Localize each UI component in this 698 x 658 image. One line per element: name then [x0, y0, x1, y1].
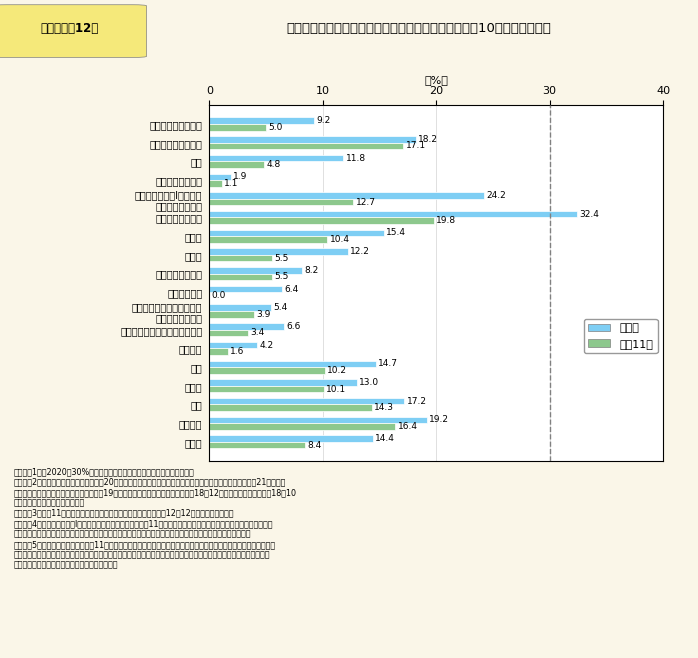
Text: 14.7: 14.7: [378, 359, 399, 368]
Bar: [209, 236, 327, 243]
Bar: [209, 117, 313, 124]
Text: 4.2: 4.2: [260, 341, 274, 349]
Bar: [209, 398, 405, 405]
Bar: [209, 143, 403, 149]
FancyBboxPatch shape: [0, 5, 147, 57]
Text: 8.4: 8.4: [307, 441, 321, 449]
Text: 12.2: 12.2: [350, 247, 370, 256]
Text: 9.2: 9.2: [316, 116, 330, 125]
Text: 5.5: 5.5: [274, 254, 288, 263]
Text: 3.9: 3.9: [256, 310, 270, 318]
Bar: [209, 248, 348, 255]
Text: 第１－特－12図: 第１－特－12図: [40, 22, 99, 35]
Bar: [209, 361, 376, 367]
Text: 5.4: 5.4: [273, 303, 287, 312]
Bar: [209, 155, 343, 161]
Bar: [209, 255, 272, 261]
Bar: [209, 342, 257, 348]
Bar: [209, 311, 253, 318]
Bar: [209, 386, 324, 392]
Text: 5.5: 5.5: [274, 272, 288, 282]
Text: 4.8: 4.8: [266, 160, 281, 169]
Text: 24.2: 24.2: [486, 191, 506, 200]
Bar: [209, 218, 434, 224]
Text: 0.0: 0.0: [211, 291, 226, 300]
Bar: [209, 274, 272, 280]
Bar: [209, 136, 416, 143]
Text: 10.2: 10.2: [327, 366, 348, 375]
Text: 10.4: 10.4: [329, 235, 350, 244]
Bar: [209, 367, 325, 374]
Bar: [209, 442, 304, 449]
Text: 13.0: 13.0: [359, 378, 379, 387]
Text: 6.4: 6.4: [284, 284, 299, 293]
Text: 10.1: 10.1: [326, 384, 346, 393]
Text: 14.3: 14.3: [374, 403, 394, 413]
Text: 17.2: 17.2: [407, 397, 426, 406]
Bar: [209, 286, 282, 292]
Bar: [209, 323, 284, 330]
Text: （備考）1．「2020年30%」の目標のフォローアップのための指標」より。
　　　　2．直近値に関しては、原則平成20年のデータ。国会議員（衆・参）、大臣、都道: （備考）1．「2020年30%」の目標のフォローアップのための指標」より。 2．…: [14, 467, 297, 570]
Text: 8.2: 8.2: [304, 266, 319, 275]
Text: 18.2: 18.2: [418, 135, 438, 144]
Text: 1.6: 1.6: [230, 347, 244, 356]
Text: 11.8: 11.8: [346, 153, 366, 163]
Bar: [209, 305, 271, 311]
Bar: [209, 230, 384, 236]
Text: 5.0: 5.0: [268, 123, 283, 132]
Bar: [209, 192, 484, 199]
Text: 17.1: 17.1: [406, 141, 426, 151]
Bar: [209, 267, 302, 274]
Bar: [209, 180, 222, 187]
Bar: [209, 423, 395, 430]
Text: 16.4: 16.4: [398, 422, 417, 431]
Text: 15.4: 15.4: [387, 228, 406, 238]
Text: 19.2: 19.2: [429, 415, 450, 424]
Text: 各分野における「指導的地位」に女性が占める割合（10年前との比較）: 各分野における「指導的地位」に女性が占める割合（10年前との比較）: [286, 22, 551, 35]
Text: 6.6: 6.6: [286, 322, 301, 331]
Bar: [209, 436, 373, 442]
Legend: 直近値, 平成11年: 直近値, 平成11年: [584, 319, 658, 353]
Bar: [209, 161, 264, 168]
Bar: [209, 124, 266, 130]
Bar: [209, 405, 371, 411]
Text: 1.9: 1.9: [233, 172, 248, 182]
Bar: [209, 348, 228, 355]
Text: 32.4: 32.4: [579, 210, 599, 218]
Bar: [209, 199, 353, 205]
Text: 3.4: 3.4: [250, 328, 265, 338]
Text: 19.8: 19.8: [436, 216, 456, 225]
Text: 1.1: 1.1: [224, 179, 239, 188]
Bar: [209, 174, 231, 180]
Bar: [209, 417, 427, 423]
X-axis label: （%）: （%）: [424, 75, 448, 85]
Bar: [209, 379, 357, 386]
Text: 14.4: 14.4: [375, 434, 395, 443]
Bar: [209, 211, 577, 218]
Bar: [209, 330, 248, 336]
Text: 12.7: 12.7: [356, 197, 376, 207]
